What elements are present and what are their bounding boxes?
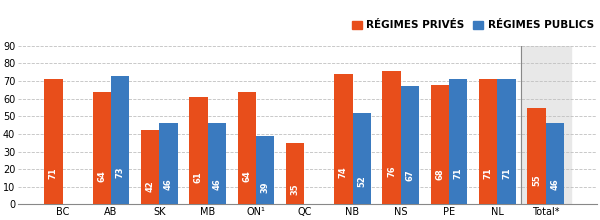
Bar — [527, 108, 546, 204]
Bar — [92, 92, 111, 204]
Text: 39: 39 — [260, 182, 269, 193]
Text: 73: 73 — [116, 167, 125, 178]
Bar — [256, 136, 274, 204]
Text: 71: 71 — [484, 167, 493, 179]
Bar — [44, 79, 62, 204]
Bar — [111, 76, 129, 204]
Bar — [353, 113, 371, 204]
Bar — [141, 130, 159, 204]
Text: 46: 46 — [550, 178, 559, 190]
Text: 74: 74 — [339, 166, 348, 178]
Bar — [401, 86, 419, 204]
Bar — [449, 79, 467, 204]
Text: 64: 64 — [242, 170, 251, 182]
Text: 61: 61 — [194, 172, 203, 183]
Legend: RÉGIMES PRIVÉS, RÉGIMES PUBLICS: RÉGIMES PRIVÉS, RÉGIMES PUBLICS — [347, 16, 598, 35]
Bar — [382, 70, 401, 204]
Text: 64: 64 — [97, 170, 106, 182]
Bar — [286, 143, 304, 204]
Text: 71: 71 — [502, 167, 511, 179]
Text: 52: 52 — [357, 176, 366, 187]
Bar — [546, 123, 564, 204]
Bar — [238, 92, 256, 204]
Text: 46: 46 — [212, 178, 221, 190]
Text: 76: 76 — [387, 165, 396, 177]
Text: 35: 35 — [290, 183, 299, 195]
Text: 68: 68 — [436, 169, 445, 180]
Bar — [431, 85, 449, 204]
Bar — [334, 74, 353, 204]
Bar — [479, 79, 497, 204]
Bar — [497, 79, 516, 204]
Text: 71: 71 — [49, 167, 58, 179]
Text: 55: 55 — [532, 174, 541, 186]
Bar — [521, 46, 571, 204]
Text: 67: 67 — [406, 169, 415, 181]
Bar — [208, 123, 226, 204]
Text: 46: 46 — [164, 178, 173, 190]
Bar — [189, 97, 208, 204]
Text: 42: 42 — [146, 180, 155, 192]
Text: 71: 71 — [454, 167, 463, 179]
Bar — [159, 123, 178, 204]
